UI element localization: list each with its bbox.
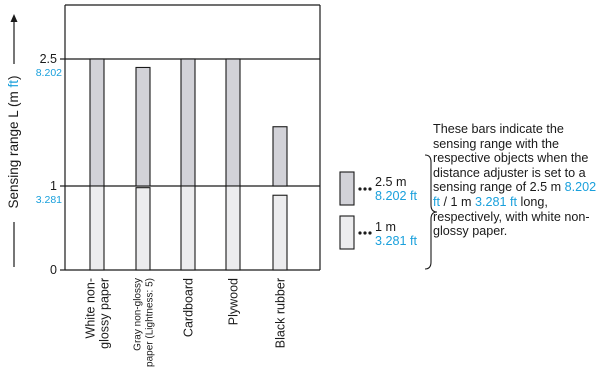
y-axis-title-arrow-head [10,14,18,22]
note-text: / 1 m [440,194,475,209]
y-tick-label: 0 [50,263,57,277]
legend-ft-value: 8.202 ft [375,189,418,203]
y-tick-label-ft: 8.202 [36,67,62,79]
legend-m-value: 2.5 m [375,175,407,189]
chart-legend [339,154,438,270]
legend-dot [368,187,372,191]
chart-bars [89,58,288,271]
legend-dot [363,231,367,235]
bar-range-1m [272,194,288,271]
note-ft-value: 8.202 ft [433,180,597,209]
bar-range-1m [225,185,241,271]
chart-note: These bars indicate the sensing range wi… [433,122,605,239]
bar-range-1m [89,185,105,271]
bar-range-1m [180,185,196,271]
legend-label-1m: 1 m 3.281 ft [375,220,417,248]
chart-ticks: 0 13.281 2.58.202 [36,52,65,277]
category-label: Plywood [226,278,240,325]
category-label: Black rubber [273,278,287,348]
y-tick-label-ft: 3.281 [36,194,62,206]
legend-dot [358,187,362,191]
category-label: White non- [83,278,97,338]
legend-ft-value: 3.281 ft [375,234,418,248]
category-label: Cardboard [181,278,195,337]
legend-dot [368,231,372,235]
legend-swatch [339,215,355,250]
bar-range-2-5m [225,58,241,187]
legend-dot [358,231,362,235]
category-label: Gray non-glossy [133,278,144,351]
category-label: glossy paper [97,278,111,349]
y-tick-label: 1 [50,179,57,193]
category-label: paper (Lightness: 5) [145,278,156,367]
bar-range-2-5m [89,58,105,187]
legend-dot [363,187,367,191]
legend-bracket [424,154,438,270]
bar-range-2-5m [180,58,196,187]
legend-label-2-5m: 2.5 m 8.202 ft [375,175,417,203]
note-text: long, respectively, with white non-gloss… [433,194,590,239]
note-ft-value: 3.281 ft [475,194,518,209]
bar-range-2-5m [272,126,288,187]
note-text: These bars indicate the sensing range wi… [433,122,589,195]
legend-swatch [339,171,355,206]
y-axis-title: Sensing range L (m ft) [6,75,21,208]
bar-range-2-5m [135,66,151,187]
legend-m-value: 1 m [375,220,396,234]
y-axis-title-group: Sensing range L (m ft) [6,14,21,267]
y-tick-label: 2.5 [40,52,57,66]
chart-category-labels: White non-glossy paper Gray non-glossy pap… [83,278,287,367]
bar-range-1m [135,187,151,271]
chart-y-axis-title: Sensing range L (m ft) [6,14,21,267]
